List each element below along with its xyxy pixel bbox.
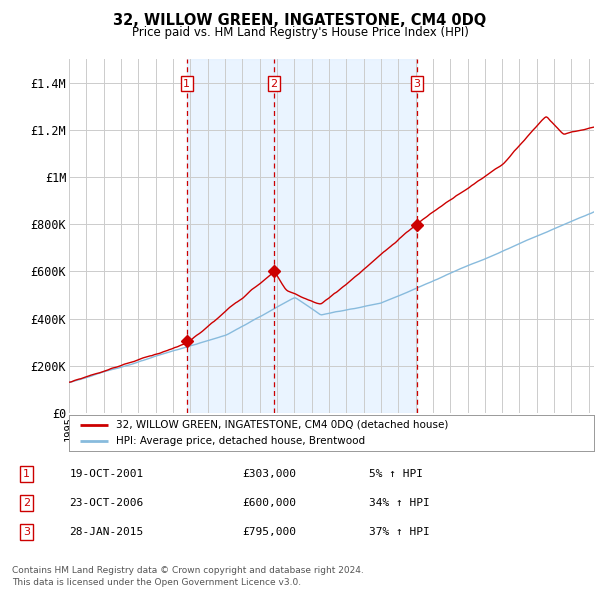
Text: 28-JAN-2015: 28-JAN-2015: [70, 527, 144, 537]
Text: 32, WILLOW GREEN, INGATESTONE, CM4 0DQ (detached house): 32, WILLOW GREEN, INGATESTONE, CM4 0DQ (…: [116, 419, 449, 430]
Bar: [274, 59, 417, 413]
Text: HPI: Average price, detached house, Brentwood: HPI: Average price, detached house, Bren…: [116, 437, 365, 447]
Text: 23-OCT-2006: 23-OCT-2006: [70, 498, 144, 508]
Text: 2: 2: [23, 498, 30, 508]
Text: 1: 1: [184, 79, 190, 88]
Text: 37% ↑ HPI: 37% ↑ HPI: [369, 527, 430, 537]
Text: 5% ↑ HPI: 5% ↑ HPI: [369, 469, 423, 478]
Bar: [187, 59, 274, 413]
Text: 1: 1: [23, 469, 30, 478]
Text: Price paid vs. HM Land Registry's House Price Index (HPI): Price paid vs. HM Land Registry's House …: [131, 26, 469, 39]
Text: £303,000: £303,000: [242, 469, 296, 478]
Text: 19-OCT-2001: 19-OCT-2001: [70, 469, 144, 478]
Text: £600,000: £600,000: [242, 498, 296, 508]
Text: 32, WILLOW GREEN, INGATESTONE, CM4 0DQ: 32, WILLOW GREEN, INGATESTONE, CM4 0DQ: [113, 13, 487, 28]
Text: Contains HM Land Registry data © Crown copyright and database right 2024.: Contains HM Land Registry data © Crown c…: [12, 566, 364, 575]
Text: 3: 3: [23, 527, 30, 537]
Text: 2: 2: [270, 79, 277, 88]
Text: £795,000: £795,000: [242, 527, 296, 537]
Text: 3: 3: [413, 79, 420, 88]
Text: This data is licensed under the Open Government Licence v3.0.: This data is licensed under the Open Gov…: [12, 578, 301, 587]
Text: 34% ↑ HPI: 34% ↑ HPI: [369, 498, 430, 508]
